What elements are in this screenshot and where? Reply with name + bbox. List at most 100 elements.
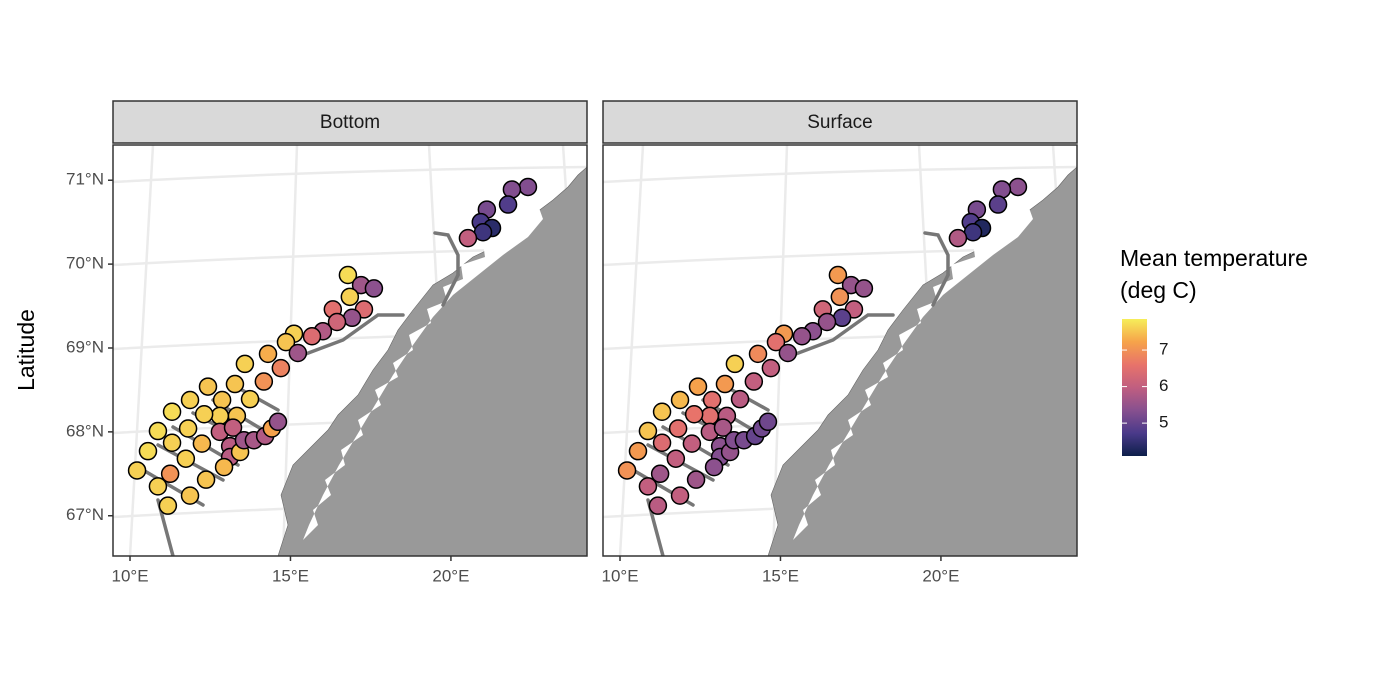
colorbar-fill bbox=[1122, 319, 1147, 456]
station-point bbox=[725, 354, 745, 374]
station-point bbox=[715, 374, 735, 394]
legend-title: Mean temperature bbox=[1120, 245, 1308, 271]
station-point bbox=[342, 308, 362, 328]
panel-border bbox=[112, 144, 588, 557]
station-point bbox=[160, 464, 180, 484]
station-point bbox=[176, 449, 196, 468]
panel: 10°E 15°E 20°E 67°N 68°N 69°N 70°N 71°N bbox=[66, 144, 588, 585]
station-point bbox=[148, 477, 168, 496]
station-point bbox=[271, 358, 291, 378]
station-point bbox=[258, 344, 278, 364]
station-point bbox=[817, 312, 837, 332]
station-point bbox=[276, 332, 296, 352]
station-point bbox=[761, 358, 781, 378]
colorbar-tick-label: 7 bbox=[1159, 340, 1168, 359]
station-point bbox=[254, 372, 274, 391]
station-point bbox=[650, 464, 670, 484]
station-point bbox=[498, 195, 518, 214]
station-point bbox=[828, 265, 848, 285]
station-point bbox=[268, 412, 288, 432]
station-point bbox=[758, 412, 778, 432]
station-point bbox=[628, 441, 648, 461]
y-tick-label: 70°N bbox=[66, 254, 104, 273]
x-tick-label: 10°E bbox=[111, 566, 148, 585]
station-point bbox=[518, 177, 538, 197]
station-point bbox=[240, 389, 260, 409]
strip-label: Surface bbox=[807, 112, 872, 133]
station-point bbox=[178, 419, 198, 438]
station-point bbox=[778, 343, 798, 363]
colorbar: 5 6 7 bbox=[1122, 319, 1168, 456]
station-point bbox=[158, 496, 178, 515]
station-point bbox=[338, 265, 358, 285]
station-point bbox=[666, 449, 686, 468]
station-point bbox=[686, 470, 706, 489]
station-point bbox=[180, 486, 200, 505]
y-axis-title: Latitude bbox=[13, 309, 39, 391]
x-tick-label: 15°E bbox=[272, 566, 309, 585]
station-point bbox=[302, 326, 322, 346]
station-point bbox=[223, 418, 243, 437]
station-point bbox=[225, 374, 245, 394]
station-point bbox=[648, 496, 668, 515]
strip-background bbox=[112, 100, 588, 144]
station-point bbox=[180, 390, 200, 410]
station-point bbox=[948, 228, 968, 248]
station-point bbox=[832, 308, 852, 328]
station-point bbox=[670, 486, 690, 505]
station-point bbox=[194, 404, 214, 424]
station-point bbox=[668, 419, 688, 438]
station-point bbox=[235, 354, 255, 374]
station-point bbox=[340, 287, 360, 307]
station-point bbox=[713, 418, 733, 437]
station-point bbox=[458, 228, 478, 248]
station-point bbox=[670, 390, 690, 410]
facet-strip: Surface bbox=[602, 100, 1078, 144]
station-point bbox=[992, 180, 1012, 199]
panel: 10°E 15°E 20°E bbox=[601, 144, 1078, 585]
station-point bbox=[638, 477, 658, 496]
station-point bbox=[196, 470, 216, 489]
map-area bbox=[603, 145, 1077, 556]
station-point bbox=[652, 402, 672, 421]
station-point bbox=[162, 402, 182, 421]
x-tick-label: 20°E bbox=[432, 566, 469, 585]
colorbar-tick-label: 6 bbox=[1159, 376, 1168, 395]
station-point bbox=[792, 326, 812, 346]
y-tick-label: 67°N bbox=[66, 505, 104, 524]
station-point bbox=[617, 461, 637, 480]
station-point bbox=[148, 421, 168, 441]
y-tick-label: 68°N bbox=[66, 421, 104, 440]
station-point bbox=[704, 457, 724, 477]
station-point bbox=[127, 461, 147, 480]
station-point bbox=[364, 279, 384, 298]
station-point bbox=[212, 390, 232, 410]
station-point bbox=[1008, 177, 1028, 197]
station-point bbox=[688, 377, 708, 396]
station-point bbox=[702, 390, 722, 410]
station-point bbox=[830, 287, 850, 307]
panel-border bbox=[602, 144, 1078, 557]
station-point bbox=[162, 433, 182, 453]
station-point bbox=[988, 195, 1008, 214]
map-area bbox=[113, 145, 587, 556]
facet-strip: Bottom bbox=[112, 100, 588, 144]
station-point bbox=[652, 433, 672, 453]
station-point bbox=[502, 180, 522, 199]
station-point bbox=[748, 344, 768, 364]
station-point bbox=[682, 434, 702, 453]
legend-title: (deg C) bbox=[1120, 277, 1197, 303]
strip-background bbox=[602, 100, 1078, 144]
station-point bbox=[327, 312, 347, 332]
station-point bbox=[744, 372, 764, 391]
x-tick-label: 20°E bbox=[922, 566, 959, 585]
station-point bbox=[138, 441, 158, 461]
station-point bbox=[198, 377, 218, 396]
station-point bbox=[638, 421, 658, 441]
panels: Bottom 10°E 15°E 20°E 67°N 68°N 69°N 70°N 71°N Su… bbox=[66, 100, 1078, 585]
station-point bbox=[214, 457, 234, 477]
y-tick-label: 71°N bbox=[66, 170, 104, 189]
station-point bbox=[730, 389, 750, 409]
strip-label: Bottom bbox=[320, 112, 380, 133]
